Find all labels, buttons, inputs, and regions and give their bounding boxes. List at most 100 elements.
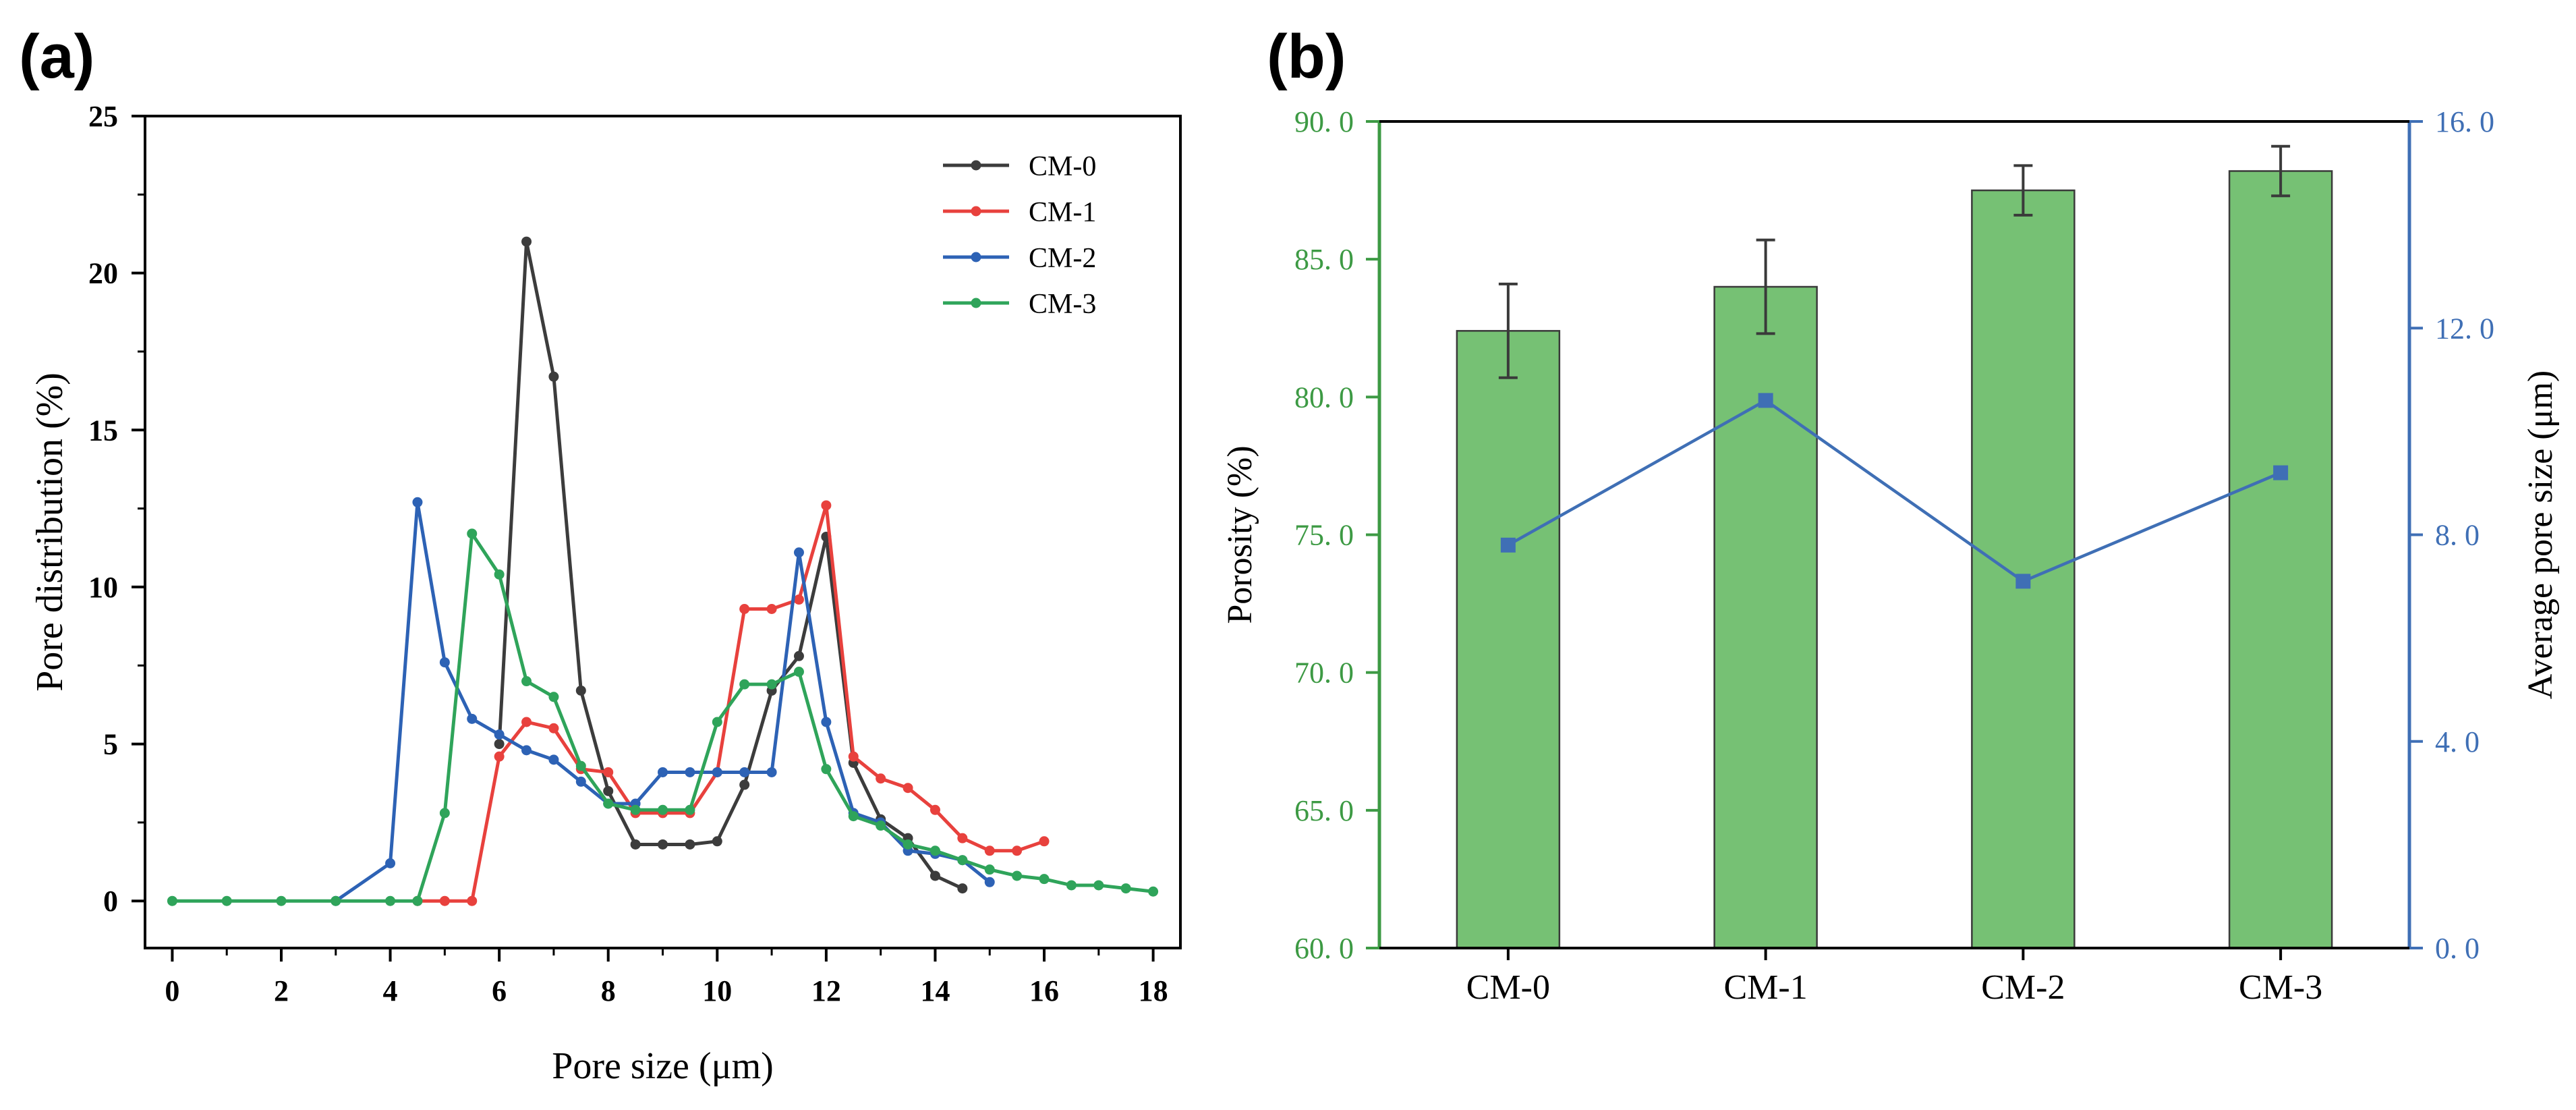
right-tick-label: 8. 0 — [2435, 519, 2480, 552]
data-point-cm-3 — [276, 895, 287, 906]
data-point-cm-1 — [494, 751, 505, 762]
data-point-cm-0 — [658, 839, 668, 850]
data-point-cm-3 — [821, 764, 832, 775]
data-point-cm-3 — [876, 821, 886, 831]
data-point-cm-3 — [521, 676, 532, 687]
data-point-cm-1 — [439, 895, 450, 906]
pore-size-marker-cm-3 — [2273, 465, 2289, 480]
data-point-cm-1 — [957, 833, 968, 843]
data-point-cm-3 — [712, 717, 722, 727]
pore-size-line — [1507, 398, 2281, 583]
porosity-bar-chart: 60. 0 65. 0 70. 0 75. 0 80. 0 85. 0 90. 0 0. 0 4… — [1221, 105, 2560, 1007]
y-tick-label-a: 25 — [88, 100, 118, 133]
data-point-cm-1 — [739, 603, 750, 614]
pore-size-marker-cm-1 — [1758, 393, 1773, 408]
x-tick-label-a: 12 — [811, 974, 841, 1007]
bar-cm-0 — [1456, 330, 1561, 949]
x-tick-label-a: 4 — [383, 974, 398, 1007]
data-point-cm-3 — [766, 679, 777, 690]
data-point-cm-1 — [548, 723, 559, 733]
data-point-cm-2 — [412, 497, 423, 507]
data-point-cm-3 — [548, 692, 559, 702]
legend-label-cm-3: CM-3 — [1029, 289, 1096, 320]
data-point-cm-3 — [331, 895, 341, 906]
x-tick-label-a: 16 — [1029, 974, 1059, 1007]
data-point-cm-1 — [848, 751, 859, 762]
data-point-cm-3 — [1039, 874, 1050, 885]
data-point-cm-2 — [521, 745, 532, 756]
data-point-cm-2 — [685, 767, 695, 777]
left-tick-label: 65. 0 — [1294, 794, 1354, 827]
data-point-cm-3 — [793, 667, 804, 677]
data-point-cm-3 — [494, 569, 505, 580]
panel-a-label: (a) — [19, 22, 94, 91]
x-tick-label-a: 0 — [165, 974, 179, 1007]
data-point-cm-1 — [929, 804, 940, 815]
data-point-cm-0 — [548, 371, 559, 382]
data-point-cm-2 — [467, 713, 478, 724]
legend-label-cm-0: CM-0 — [1029, 151, 1096, 182]
series-line-cm-1 — [417, 503, 1045, 903]
data-point-cm-0 — [603, 785, 614, 796]
data-point-cm-2 — [766, 767, 777, 777]
data-point-cm-1 — [793, 594, 804, 605]
data-point-cm-0 — [575, 685, 586, 696]
category-label-cm-3: CM-3 — [2239, 968, 2322, 1007]
data-point-cm-3 — [957, 855, 968, 866]
data-point-cm-3 — [630, 804, 641, 815]
legend-marker-cm-3 — [971, 298, 981, 308]
bar-cm-1 — [1713, 285, 1818, 949]
data-point-cm-3 — [603, 798, 614, 809]
data-point-cm-1 — [821, 500, 832, 511]
category-label-cm-2: CM-2 — [1981, 968, 2065, 1007]
left-axis-title: Porosity (%) — [1221, 445, 1259, 623]
data-point-cm-2 — [793, 547, 804, 558]
legend-marker-cm-2 — [971, 252, 981, 262]
data-point-cm-3 — [412, 895, 423, 906]
category-label-cm-0: CM-0 — [1466, 968, 1550, 1007]
data-point-cm-1 — [876, 773, 886, 784]
data-point-cm-3 — [575, 760, 586, 771]
y-tick-label-a: 20 — [88, 257, 118, 290]
data-point-cm-3 — [221, 895, 232, 906]
right-tick-label: 4. 0 — [2435, 725, 2480, 758]
y-tick-label-a: 15 — [88, 414, 118, 447]
data-point-cm-3 — [1093, 880, 1104, 891]
data-point-cm-0 — [929, 870, 940, 881]
x-axis-title-a: Pore size (μm) — [552, 1045, 774, 1087]
data-point-cm-2 — [984, 877, 995, 887]
data-point-cm-0 — [494, 739, 505, 750]
data-point-cm-0 — [630, 839, 641, 850]
right-tick-label: 16. 0 — [2435, 105, 2494, 138]
data-point-cm-2 — [385, 858, 396, 868]
data-point-cm-3 — [929, 845, 940, 856]
data-point-cm-0 — [712, 836, 722, 847]
data-point-cm-3 — [685, 804, 695, 815]
pore-size-marker-cm-0 — [1500, 537, 1516, 553]
data-point-cm-1 — [766, 603, 777, 614]
data-point-cm-1 — [984, 845, 995, 856]
data-point-cm-0 — [739, 779, 750, 790]
data-point-cm-2 — [658, 767, 668, 777]
data-point-cm-1 — [467, 895, 478, 906]
data-point-cm-0 — [793, 650, 804, 661]
x-tick-label-a: 10 — [702, 974, 732, 1007]
data-point-cm-2 — [548, 754, 559, 765]
y-tick-label-a: 0 — [103, 885, 118, 918]
left-tick-label: 90. 0 — [1294, 105, 1354, 138]
legend-label-cm-2: CM-2 — [1029, 243, 1096, 274]
pore-distribution-chart: 0 2 4 6 8 10 12 14 16 18 0 5 10 15 20 25 Pore size (μm) P… — [29, 100, 1182, 1087]
y-tick-label-a: 5 — [103, 728, 118, 761]
data-point-cm-3 — [1012, 870, 1023, 881]
y-tick-label-a: 10 — [88, 571, 118, 604]
data-point-cm-3 — [848, 811, 859, 822]
data-point-cm-2 — [494, 729, 505, 740]
data-point-cm-3 — [439, 808, 450, 818]
right-axis-title: Average pore size (μm) — [2521, 370, 2560, 699]
left-tick-label: 75. 0 — [1294, 519, 1354, 552]
left-tick-label: 60. 0 — [1294, 932, 1354, 965]
y-axis-title-a: Pore distribution (%) — [29, 372, 71, 692]
data-point-cm-2 — [712, 767, 722, 777]
data-point-cm-3 — [984, 864, 995, 875]
